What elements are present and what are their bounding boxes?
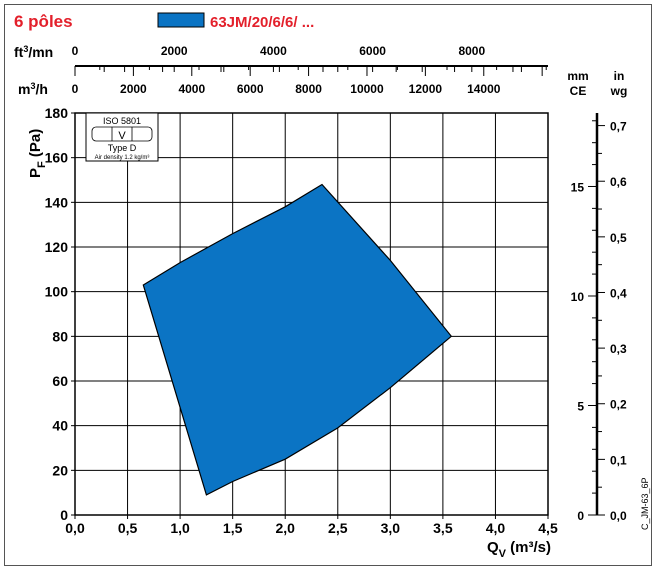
y-tick-label: 100 [45,284,69,300]
series-layer [142,183,453,496]
series-area [142,183,453,496]
chart-title: 6 pôles [14,12,73,31]
y-tick-label: 20 [52,462,68,478]
y-tick-label: 0 [60,507,68,523]
inwg-tick-label: 0,7 [610,120,627,134]
m3h-tick-label: 0 [72,82,79,96]
ft3-tick-label: 0 [72,44,79,58]
inwg-unit-line1: in [614,69,625,83]
iso-air-density: Air density 1.2 kg/m³ [95,155,150,161]
inwg-tick-label: 0,1 [610,453,627,467]
legend-swatch [157,12,205,28]
m3h-tick-label: 12000 [409,82,443,96]
x-tick-label: 3,0 [381,520,401,536]
m3h-tick-label: 14000 [467,82,501,96]
m3h-tick-label: 10000 [350,82,384,96]
x-tick-label: 4,5 [538,520,558,536]
iso-type: Type D [108,143,137,153]
inwg-tick-label: 0,6 [610,175,627,189]
iso-box: ISO 5801 V Type D Air density 1.2 kg/m³ [85,112,159,162]
mmce-tick-label: 10 [571,290,585,304]
mmce-unit-line2: CE [570,84,587,98]
x-tick-label: 1,5 [223,520,243,536]
mmce-unit-line1: mm [567,69,588,83]
y-tick-label: 120 [45,239,69,255]
m3h-tick-label: 6000 [237,82,264,96]
m3h-tick-label: 4000 [178,82,205,96]
ft3-axis-unit: ft3/mn [14,44,53,60]
inwg-axis: 0,0 0,1 0,2 0,3 0,4 0,5 0,6 0,7 [597,120,627,523]
y-axis-label: PF (Pa) [27,129,48,178]
inwg-tick-label: 0,4 [610,286,627,300]
y-tick-label: 180 [45,105,69,121]
m3h-axis: 0 2000 4000 6000 8000 10000 12000 14000 [72,66,543,96]
x-tick-label: 4,0 [486,520,506,536]
x-tick-label: 0,0 [65,520,85,536]
mmce-tick-label: 15 [571,180,585,194]
x-tick-label: 2,0 [275,520,295,536]
m3h-tick-label: 8000 [295,82,322,96]
ft3-tick-label: 6000 [359,44,386,58]
x-axis: 0,0 0,5 1,0 1,5 2,0 2,5 3,0 3,5 4,0 4,5 [65,515,558,536]
figure-frame [4,4,652,566]
ft3-tick-label: 4000 [260,44,287,58]
y-tick-label: 60 [52,373,68,389]
reference-code: C_JM-63_6P [640,477,650,530]
iso-v-label: V [118,130,126,142]
iso-standard: ISO 5801 [103,116,141,126]
mmce-tick-label: 0 [577,509,584,523]
plot-border [74,112,549,516]
legend-label: 63JM/20/6/6/ ... [210,14,314,31]
mmce-axis: 0 5 10 15 [571,113,599,523]
mmce-tick-label: 5 [577,399,584,413]
inwg-unit-line2: wg [610,84,628,98]
y-tick-label: 140 [45,194,69,210]
x-axis-label: QV (m³/s) [487,539,551,560]
y-axis: 0 20 40 60 80 100 120 140 160 180 [45,105,75,523]
m3h-axis-unit: m3/h [18,81,48,97]
ft3-tick-label: 8000 [458,44,485,58]
m3h-tick-label: 2000 [120,82,147,96]
x-tick-label: 2,5 [328,520,348,536]
inwg-tick-label: 0,5 [610,231,627,245]
inwg-tick-label: 0,0 [610,509,627,523]
y-tick-label: 160 [45,150,69,166]
x-tick-label: 0,5 [118,520,138,536]
x-tick-label: 3,5 [433,520,453,536]
x-tick-label: 1,0 [170,520,190,536]
y-tick-label: 80 [52,328,68,344]
inwg-tick-label: 0,3 [610,342,627,356]
y-tick-label: 40 [52,418,68,434]
inwg-tick-label: 0,2 [610,398,627,412]
ft3-tick-label: 2000 [161,44,188,58]
